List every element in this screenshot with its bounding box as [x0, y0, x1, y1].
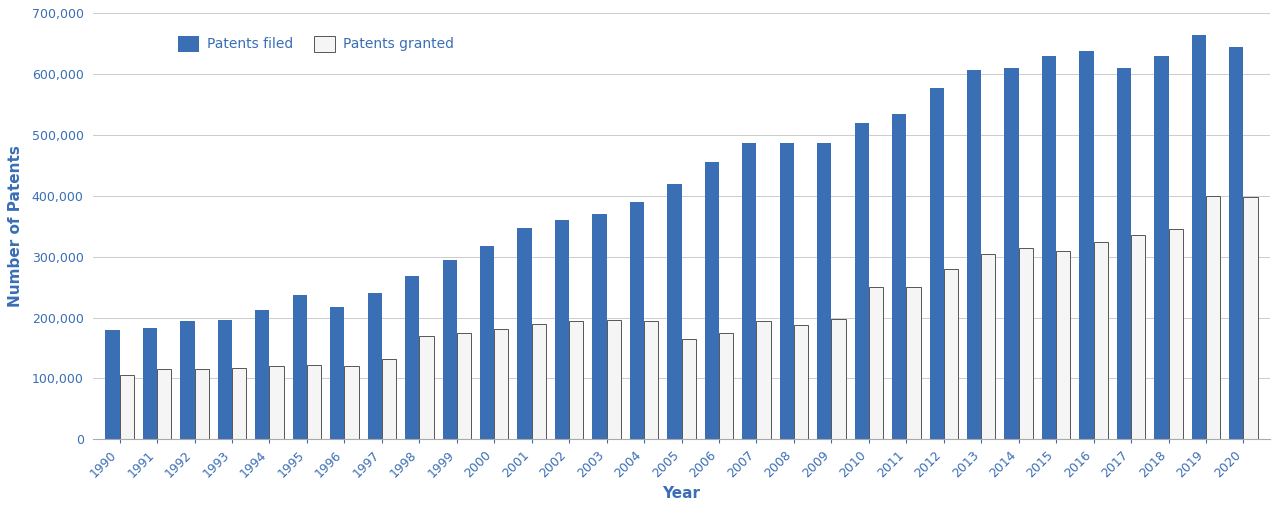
- Bar: [307, 365, 321, 439]
- Bar: [982, 253, 996, 439]
- Bar: [832, 319, 846, 439]
- Bar: [157, 370, 171, 439]
- Bar: [681, 339, 695, 439]
- Bar: [1117, 68, 1131, 439]
- Bar: [518, 228, 532, 439]
- Bar: [1206, 196, 1220, 439]
- Bar: [794, 325, 808, 439]
- Bar: [1094, 242, 1108, 439]
- X-axis label: Year: Year: [662, 486, 700, 501]
- Bar: [1229, 47, 1243, 439]
- Legend: Patents filed, Patents granted: Patents filed, Patents granted: [171, 29, 461, 59]
- Bar: [943, 269, 958, 439]
- Bar: [1192, 35, 1206, 439]
- Bar: [495, 329, 509, 439]
- Bar: [419, 336, 433, 439]
- Bar: [1168, 230, 1182, 439]
- Y-axis label: Number of Patents: Number of Patents: [9, 146, 23, 307]
- Bar: [1243, 197, 1258, 439]
- Bar: [1005, 68, 1019, 439]
- Bar: [1080, 51, 1094, 439]
- Bar: [293, 295, 307, 439]
- Bar: [481, 246, 495, 439]
- Bar: [194, 370, 208, 439]
- Bar: [105, 330, 120, 439]
- Bar: [382, 359, 396, 439]
- Bar: [593, 214, 607, 439]
- Bar: [967, 70, 982, 439]
- Bar: [892, 114, 906, 439]
- Bar: [368, 293, 382, 439]
- Bar: [532, 324, 546, 439]
- Bar: [869, 287, 883, 439]
- Bar: [667, 184, 681, 439]
- Bar: [817, 143, 832, 439]
- Bar: [644, 321, 658, 439]
- Bar: [780, 143, 794, 439]
- Bar: [720, 333, 734, 439]
- Bar: [1042, 56, 1056, 439]
- Bar: [855, 123, 869, 439]
- Bar: [456, 333, 472, 439]
- Bar: [1056, 251, 1071, 439]
- Bar: [330, 307, 344, 439]
- Bar: [180, 321, 194, 439]
- Bar: [120, 376, 134, 439]
- Bar: [217, 320, 233, 439]
- Bar: [256, 310, 270, 439]
- Bar: [607, 320, 621, 439]
- Bar: [270, 366, 284, 439]
- Bar: [555, 220, 569, 439]
- Bar: [906, 287, 920, 439]
- Bar: [757, 321, 771, 439]
- Bar: [569, 321, 583, 439]
- Bar: [1019, 248, 1033, 439]
- Bar: [442, 261, 456, 439]
- Bar: [344, 366, 359, 439]
- Bar: [1154, 56, 1168, 439]
- Bar: [704, 162, 720, 439]
- Bar: [743, 143, 757, 439]
- Bar: [233, 367, 247, 439]
- Bar: [1131, 236, 1145, 439]
- Bar: [405, 276, 419, 439]
- Bar: [630, 202, 644, 439]
- Bar: [143, 328, 157, 439]
- Bar: [929, 88, 943, 439]
